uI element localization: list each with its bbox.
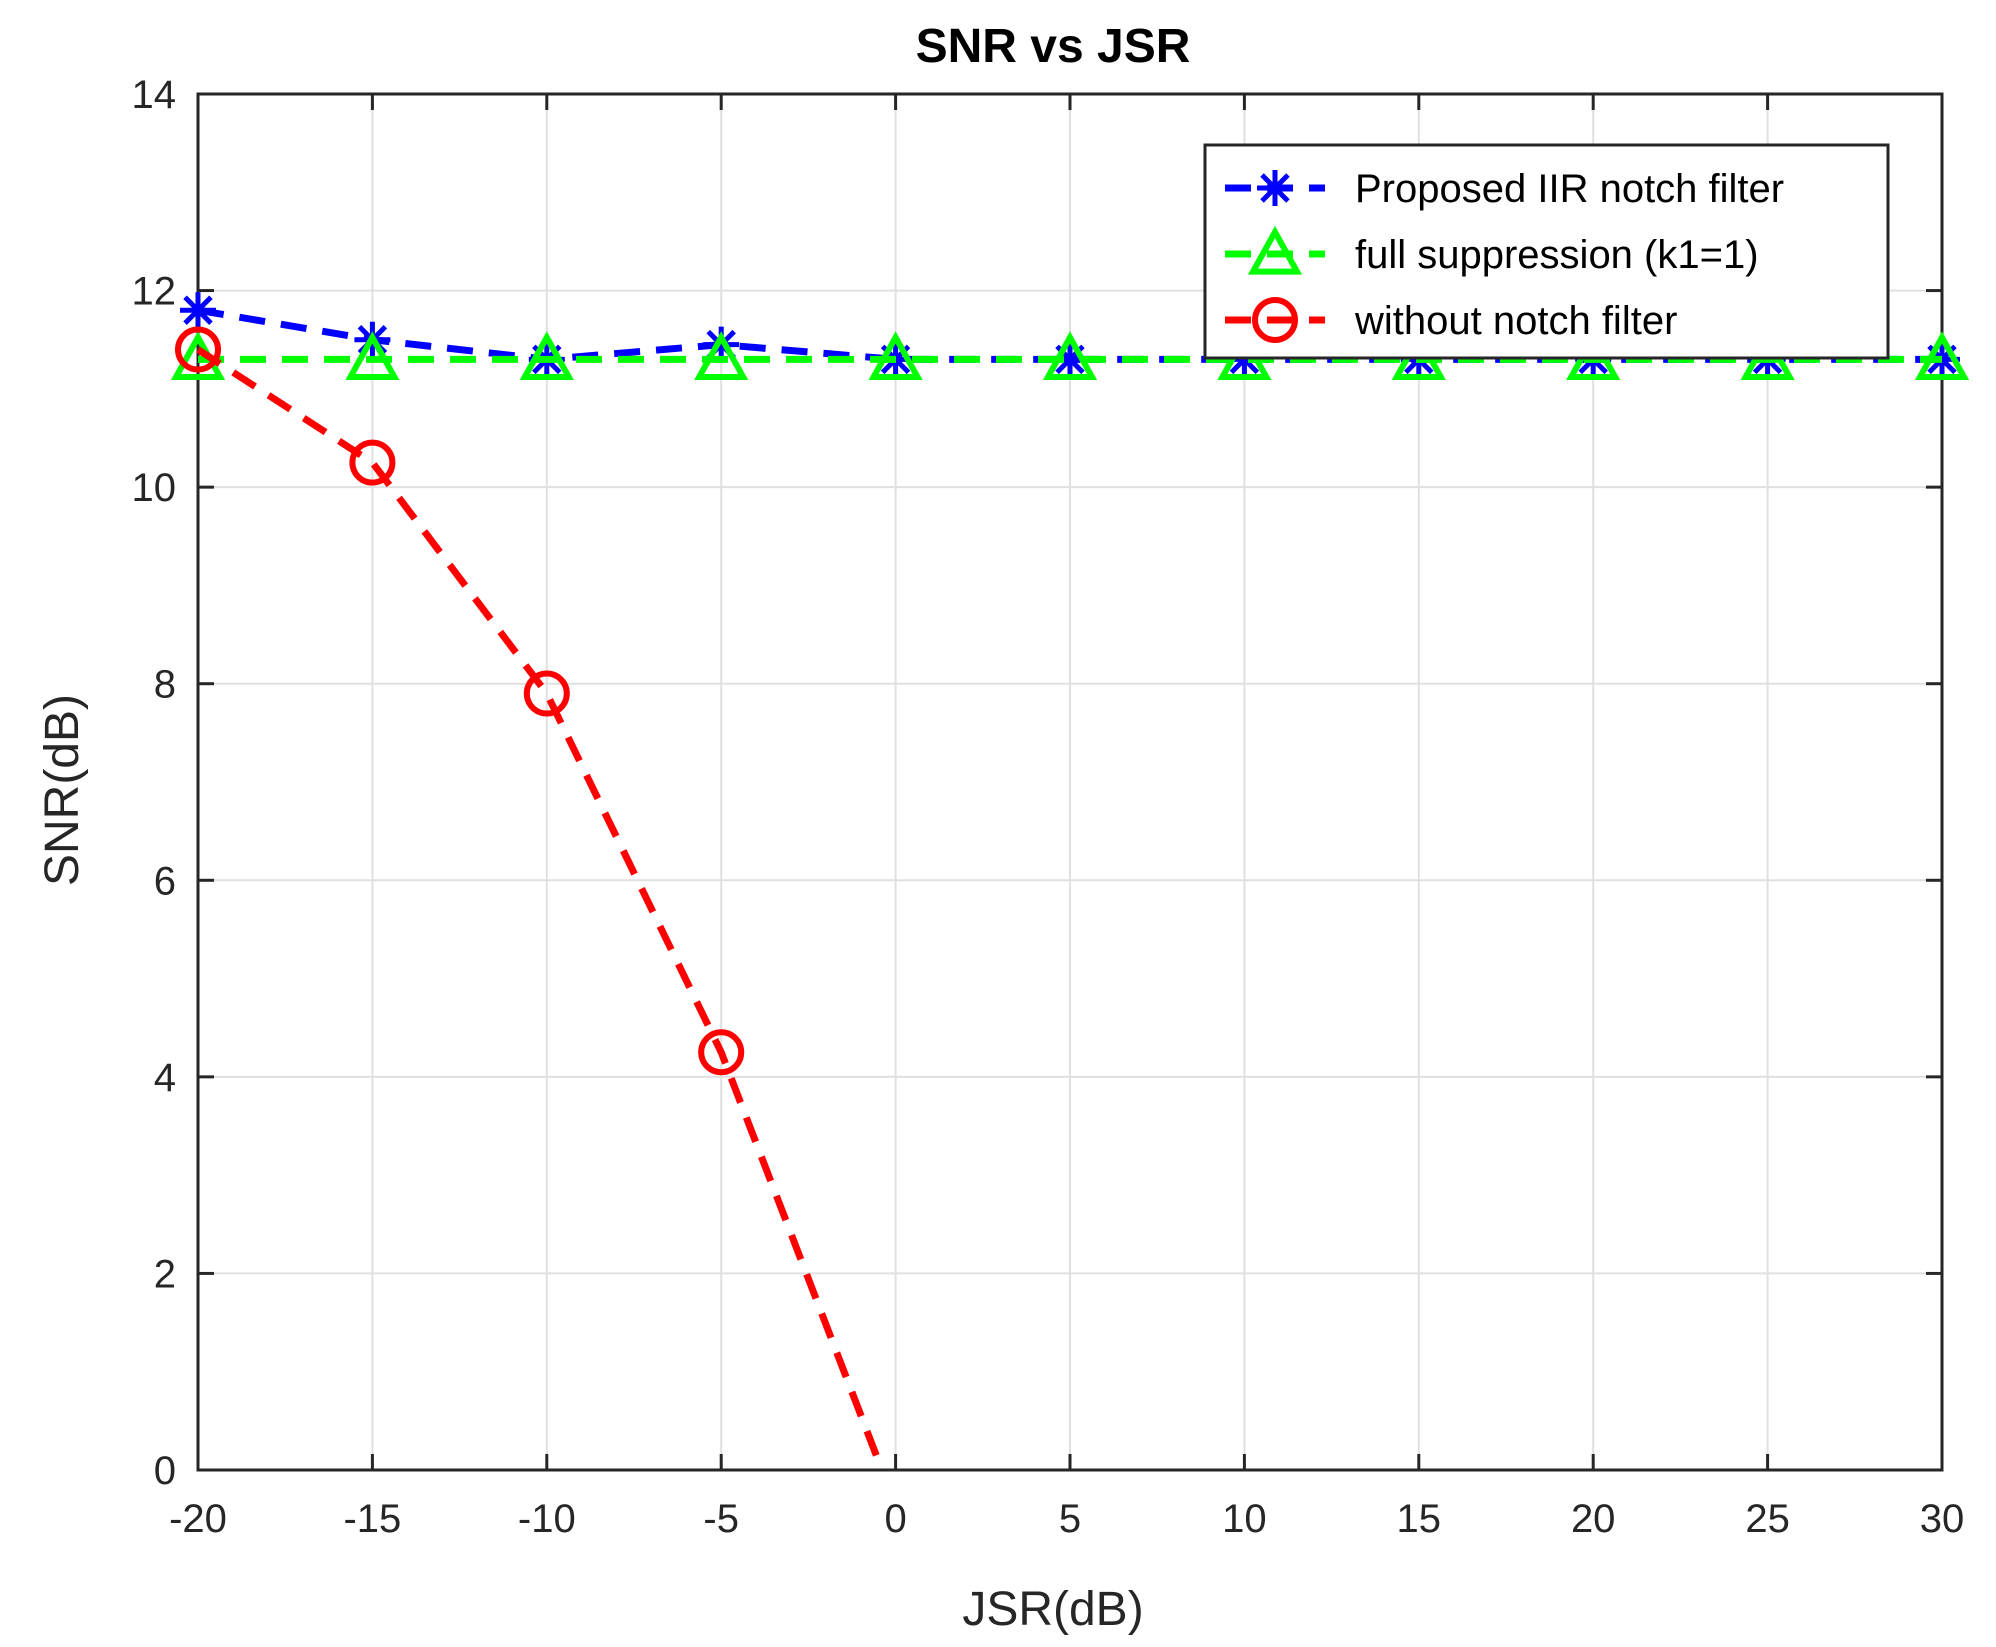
legend-label-2: without notch filter	[1354, 299, 1677, 343]
x-tick-label: 15	[1397, 1497, 1442, 1541]
data-point-marker	[868, 331, 923, 380]
legend-marker-0	[1257, 170, 1293, 206]
series-line-2	[196, 346, 882, 1462]
data-point-marker	[349, 439, 396, 486]
x-tick-label: 5	[1059, 1497, 1081, 1541]
y-tick-label: 0	[154, 1449, 176, 1493]
legend-label-1: full suppression (k1=1)	[1355, 233, 1759, 277]
y-axis-label: SNR(dB)	[36, 694, 89, 886]
y-tick-label: 4	[154, 1056, 176, 1100]
data-point-marker	[1042, 331, 1098, 380]
data-point-marker	[175, 326, 221, 373]
y-tick-label: 10	[132, 466, 177, 510]
y-tick-label: 12	[132, 270, 177, 314]
y-tick-label: 6	[154, 859, 176, 903]
legend: Proposed IIR notch filter full suppressio…	[1203, 143, 1890, 360]
data-point-marker	[523, 670, 570, 717]
legend-marker-1	[1247, 225, 1303, 275]
x-tick-label: -10	[518, 1497, 576, 1541]
data-point-marker	[180, 292, 216, 329]
x-tick-label: -15	[343, 1497, 401, 1541]
x-axis-label: JSR(dB)	[962, 1583, 1143, 1636]
data-point-marker	[694, 331, 749, 380]
legend-label-0: Proposed IIR notch filter	[1355, 167, 1784, 211]
legend-marker-2	[1252, 297, 1298, 343]
x-tick-label: 0	[884, 1497, 906, 1541]
data-point-marker	[698, 1029, 745, 1076]
chart-title: SNR vs JSR	[916, 20, 1191, 73]
x-tick-label: 20	[1571, 1497, 1616, 1541]
x-tick-label: -20	[169, 1497, 227, 1541]
data-point-marker	[1914, 331, 1970, 380]
y-tick-label: 14	[132, 73, 177, 117]
axes: -20 -15 -10 -5 0 5 10 15 20 25 30 0 2 4 6 8 10 12 14	[132, 73, 1965, 1541]
y-tick-label: 8	[154, 663, 176, 707]
x-tick-label: -5	[703, 1497, 739, 1541]
x-tick-label: 30	[1920, 1497, 1965, 1541]
x-tick-label: 10	[1222, 1497, 1267, 1541]
data-point-marker	[345, 331, 400, 380]
y-tick-label: 2	[154, 1252, 176, 1296]
data-point-marker	[519, 331, 574, 380]
x-tick-label: 25	[1745, 1497, 1790, 1541]
